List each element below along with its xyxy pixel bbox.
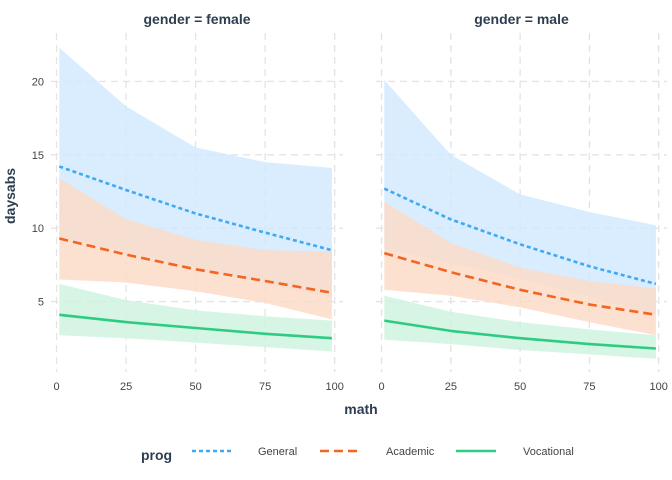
x-tick-label: 100	[325, 381, 343, 393]
x-tick-label: 0	[378, 381, 384, 393]
facet-panel-gender-male: gender = male	[376, 11, 667, 372]
y-axis-ticks: 5 10 15 20	[32, 76, 44, 308]
x-axis-title: math	[344, 401, 377, 417]
facet-strip-label: gender = male	[474, 11, 569, 27]
confidence-band-academic	[59, 178, 332, 320]
x-tick-label: 75	[259, 381, 271, 393]
series-line-academic	[58, 237, 333, 295]
x-tick-label: 100	[650, 381, 668, 393]
x-axis-ticks: 0 25 50 75 100 0 25 50 75 100	[53, 381, 667, 393]
x-tick-label: 0	[53, 381, 59, 393]
series-line-vocational	[384, 319, 656, 350]
confidence-band-academic	[384, 201, 656, 336]
y-tick-label: 10	[32, 223, 44, 235]
series-line-academic	[383, 251, 657, 317]
legend-label-academic: Academic	[386, 446, 435, 458]
facet-strip-label: gender = female	[144, 11, 251, 27]
y-tick-label: 20	[32, 76, 44, 88]
y-axis-title: daysabs	[2, 168, 18, 224]
legend: prog General Academic Vocational	[141, 446, 574, 463]
y-tick-label: 15	[32, 150, 44, 162]
x-tick-label: 75	[583, 381, 595, 393]
legend-label-vocational: Vocational	[523, 446, 574, 458]
x-tick-label: 50	[514, 381, 526, 393]
series-line-general	[58, 165, 333, 252]
legend-label-general: General	[258, 446, 297, 458]
y-tick-label: 5	[38, 297, 44, 309]
series-line-vocational	[59, 313, 332, 340]
x-tick-label: 25	[120, 381, 132, 393]
legend-title: prog	[141, 447, 172, 463]
x-tick-label: 25	[445, 381, 457, 393]
facet-panels: gender = female gender = male	[51, 11, 667, 372]
facet-panel-gender-female: gender = female	[51, 11, 343, 372]
x-tick-label: 50	[189, 381, 201, 393]
